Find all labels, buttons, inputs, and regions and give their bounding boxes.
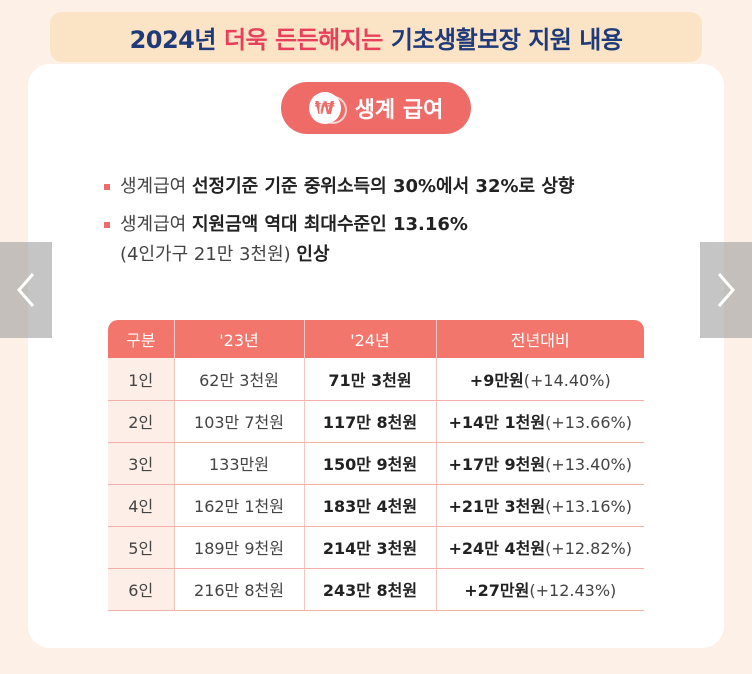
cell-change: +9만원(+14.40%)	[435, 358, 644, 401]
table-header-row: 구분 '23년 '24년 전년대비	[108, 320, 644, 358]
benefit-table: 구분 '23년 '24년 전년대비 1인 62만 3천원 71만 3천원 +9만…	[108, 320, 644, 611]
cell-change: +17만 9천원(+13.40%)	[435, 442, 644, 485]
cell-change-amount: +14만 1천원	[448, 413, 546, 432]
title-suffix: 기초생활보장 지원 내용	[390, 25, 623, 54]
bullet-bold: 선정기준 기준 중위소득의 30%에서 32%로 상향	[191, 176, 575, 197]
bullet-line2: (4인가구 21만 3천원) 인상	[120, 240, 468, 270]
next-slide-button[interactable]	[700, 242, 752, 338]
chevron-right-icon	[717, 273, 735, 307]
cell-change-percent: (+13.16%)	[545, 497, 632, 516]
cell-group: 3인	[108, 442, 174, 485]
cell-change: +27만원(+12.43%)	[435, 568, 644, 611]
title-highlight: 더욱 든든해지는	[223, 25, 383, 54]
cell-change: +24만 4천원(+12.82%)	[435, 526, 644, 569]
section-pill-label: 생계 급여	[354, 98, 444, 123]
cell-2023: 133만원	[173, 442, 304, 485]
header-2024: '24년	[303, 320, 436, 358]
cell-change: +14만 1천원(+13.66%)	[435, 400, 644, 443]
cell-change-amount: +9만원	[469, 370, 524, 390]
page-title: 2024년 더욱 든든해지는 기초생활보장 지원 내용	[50, 12, 702, 62]
chevron-left-icon	[17, 273, 35, 307]
bullet-marker	[104, 184, 110, 190]
cell-2024: 214만 3천원	[303, 526, 436, 569]
prev-slide-button[interactable]	[0, 242, 52, 338]
cell-change-percent: (+12.43%)	[529, 581, 617, 600]
cell-2024: 150만 9천원	[303, 442, 436, 485]
cell-change-amount: +17만 9천원	[448, 455, 546, 474]
bullet-bold: 지원금액 역대 최대수준인 13.16%	[191, 214, 468, 235]
cell-2023: 216만 8천원	[173, 568, 304, 611]
bullet-line2-plain: (4인가구 21만 3천원)	[120, 244, 291, 265]
bullet-marker	[104, 222, 110, 228]
section-pill: ₩ 생계 급여	[281, 82, 471, 134]
cell-2024: 117만 8천원	[303, 400, 436, 443]
bullet-item: 생계급여 지원금액 역대 최대수준인 13.16% (4인가구 21만 3천원)…	[104, 210, 664, 270]
cell-group: 5인	[108, 526, 174, 569]
bullet-plain: 생계급여	[120, 176, 187, 197]
cell-2023: 103만 7천원	[173, 400, 304, 443]
cell-change-percent: (+12.82%)	[545, 539, 632, 558]
bullet-item: 생계급여 선정기준 기준 중위소득의 30%에서 32%로 상향	[104, 172, 664, 202]
cell-change-percent: (+13.40%)	[545, 455, 632, 474]
won-coin-icon: ₩	[308, 92, 341, 124]
header-group: 구분	[108, 320, 174, 358]
table-row: 1인 62만 3천원 71만 3천원 +9만원(+14.40%)	[108, 358, 644, 401]
table-row: 6인 216만 8천원 243만 8천원 +27만원(+12.43%)	[108, 568, 644, 611]
cell-2023: 62만 3천원	[173, 358, 304, 401]
bullet-plain: 생계급여	[120, 214, 187, 235]
bullet-list: 생계급여 선정기준 기준 중위소득의 30%에서 32%로 상향 생계급여 지원…	[104, 172, 664, 278]
cell-change-percent: (+13.66%)	[545, 413, 632, 432]
table-row: 3인 133만원 150만 9천원 +17만 9천원(+13.40%)	[108, 442, 644, 485]
cell-change: +21만 3천원(+13.16%)	[435, 484, 644, 527]
cell-group: 6인	[108, 568, 174, 611]
cell-2023: 162만 1천원	[173, 484, 304, 527]
header-2023: '23년	[173, 320, 304, 358]
bullet-line2-bold: 인상	[296, 244, 330, 265]
table-row: 2인 103만 7천원 117만 8천원 +14만 1천원(+13.66%)	[108, 400, 644, 443]
table-row: 4인 162만 1천원 183만 4천원 +21만 3천원(+13.16%)	[108, 484, 644, 527]
header-change: 전년대비	[435, 320, 644, 358]
cell-change-amount: +24만 4천원	[448, 539, 546, 558]
table-row: 5인 189만 9천원 214만 3천원 +24만 4천원(+12.82%)	[108, 526, 644, 569]
cell-group: 2인	[108, 400, 174, 443]
cell-group: 1인	[108, 358, 174, 401]
title-prefix: 2024년	[129, 25, 217, 54]
cell-2024: 71만 3천원	[303, 358, 436, 401]
cell-group: 4인	[108, 484, 174, 527]
cell-change-percent: (+14.40%)	[523, 370, 611, 390]
cell-2024: 183만 4천원	[303, 484, 436, 527]
cell-change-amount: +21만 3천원	[448, 497, 546, 516]
cell-2024: 243만 8천원	[303, 568, 436, 611]
cell-2023: 189만 9천원	[173, 526, 304, 569]
cell-change-amount: +27만원	[464, 581, 530, 600]
